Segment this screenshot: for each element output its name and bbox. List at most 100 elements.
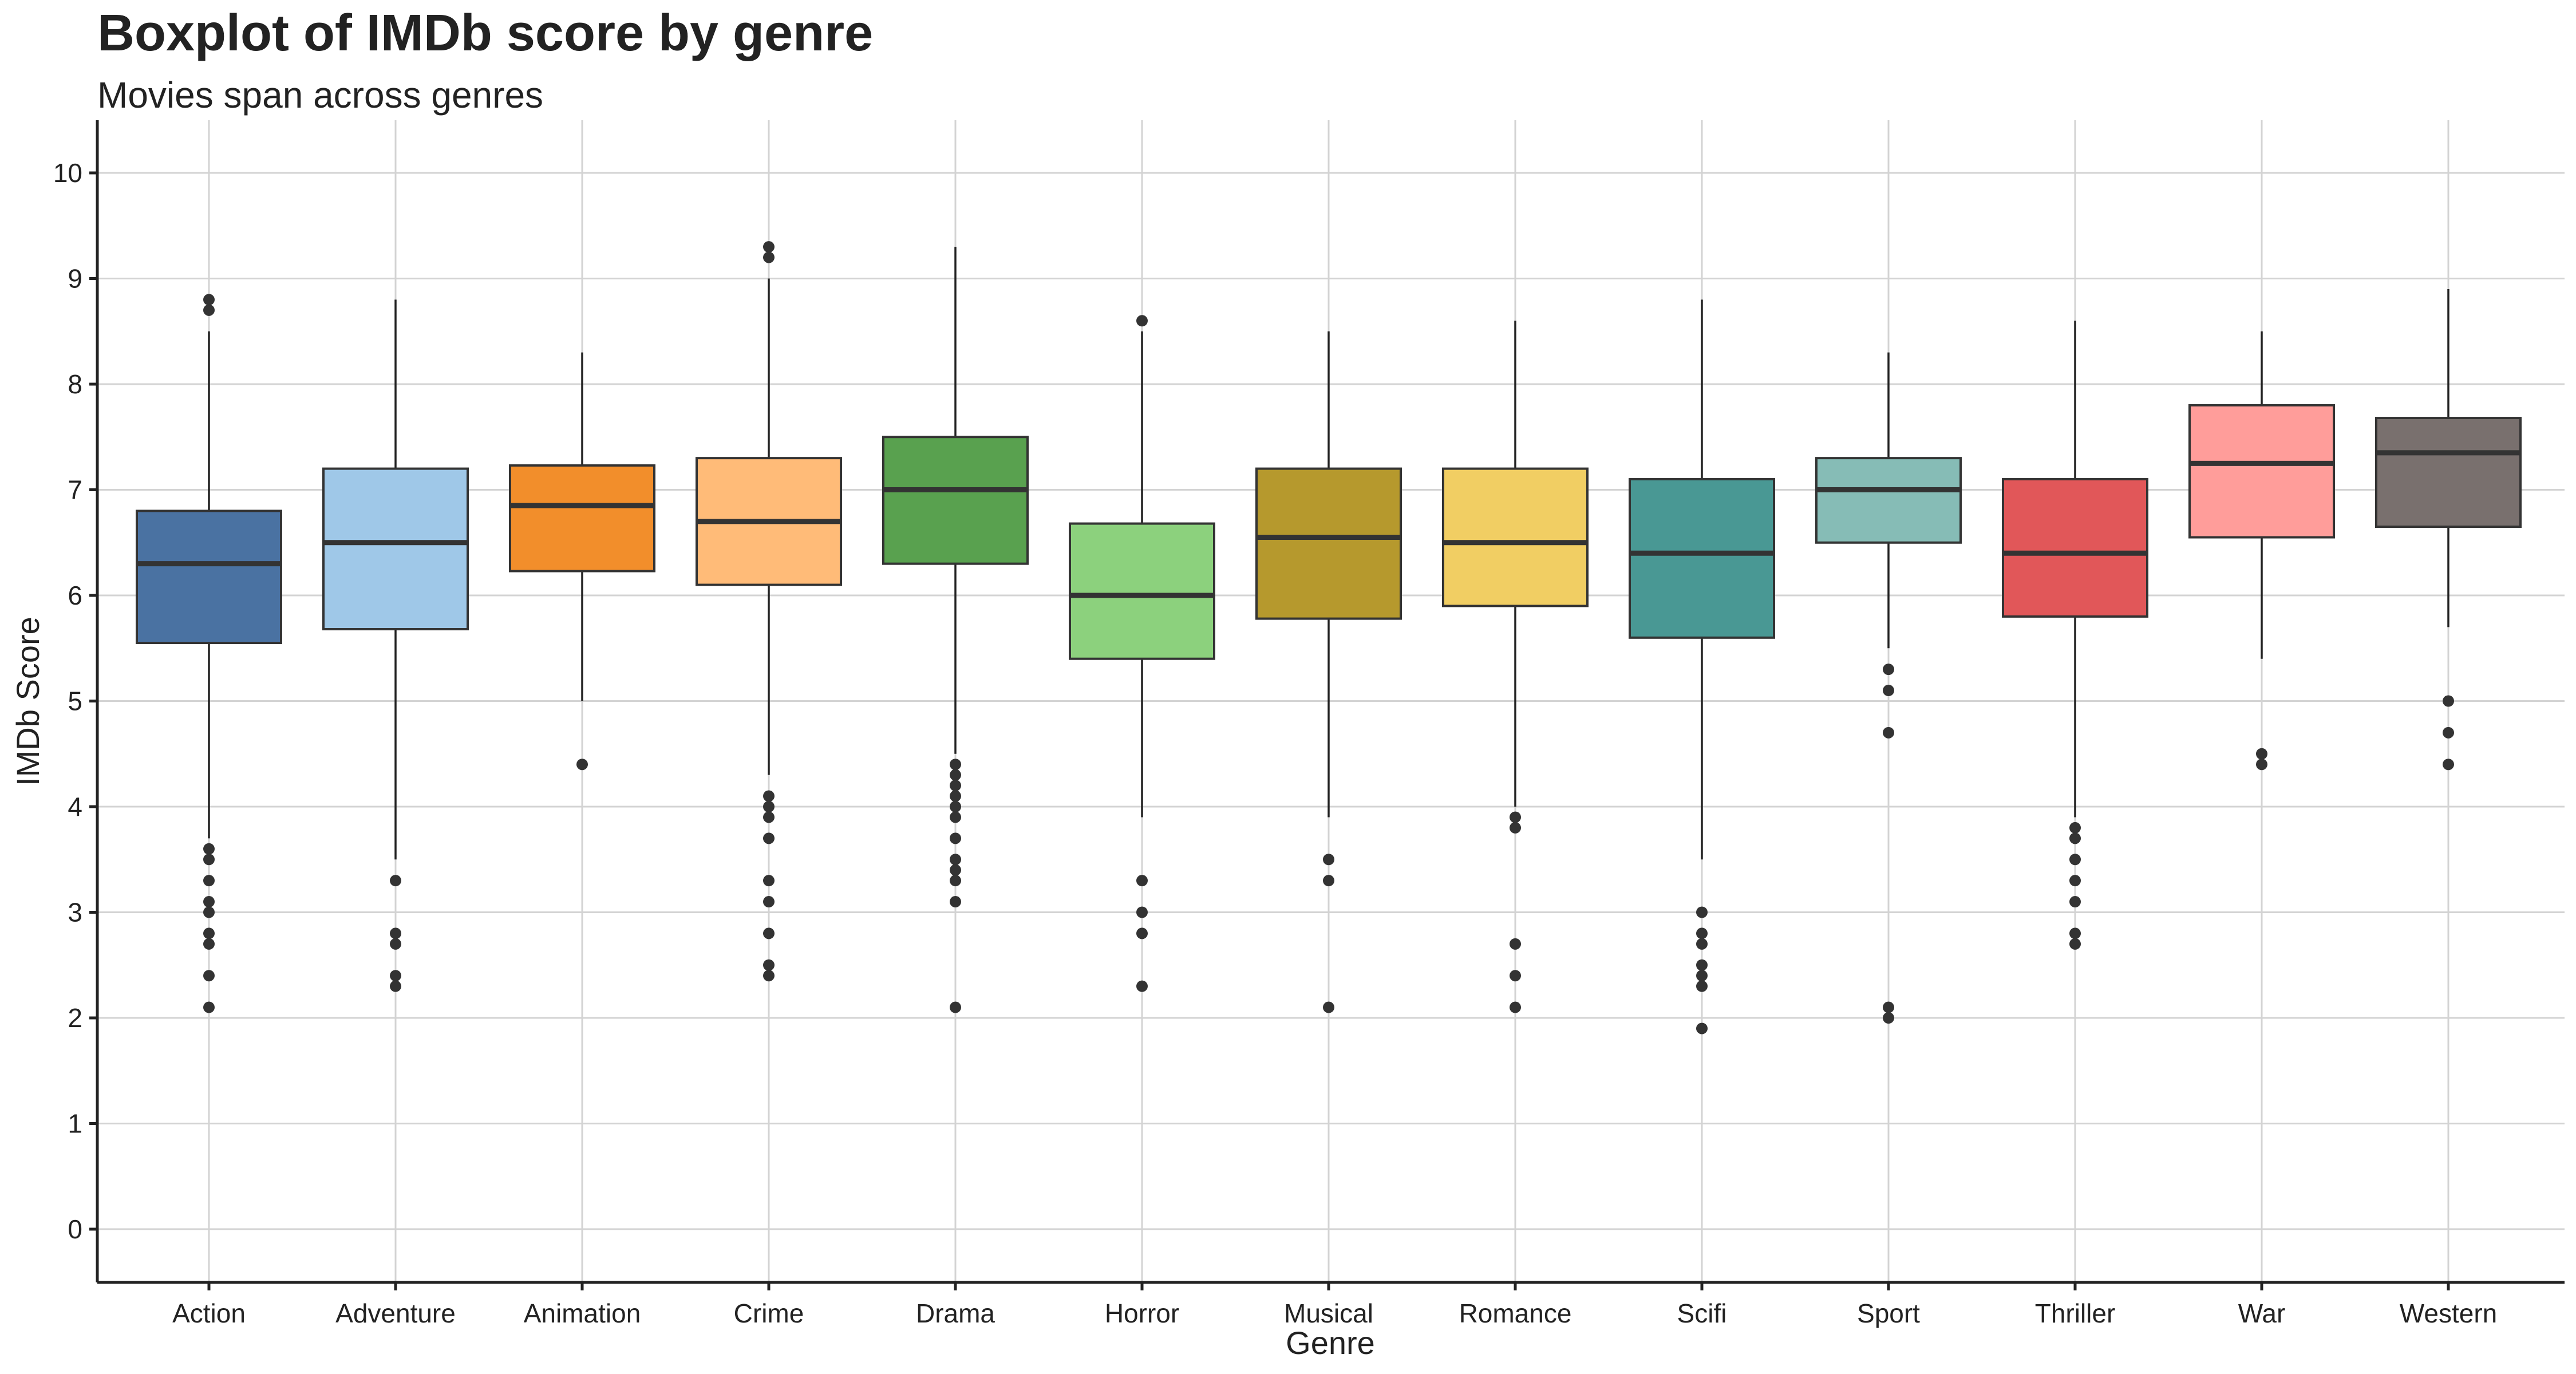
x-tick-label: Scifi	[1677, 1298, 1727, 1328]
iqr-box	[2375, 417, 2522, 528]
y-tick-label: 1	[68, 1109, 82, 1139]
outlier-point	[1696, 927, 1708, 939]
outlier-point	[950, 875, 961, 887]
box-western	[2375, 289, 2522, 771]
outlier-point	[2069, 938, 2081, 950]
x-tick-label: Thriller	[2035, 1298, 2116, 1328]
y-tick-label: 9	[68, 264, 82, 294]
y-tick-label: 0	[68, 1214, 82, 1244]
outlier-point	[203, 970, 215, 982]
outlier-point	[950, 1001, 961, 1013]
y-axis-label: IMDb Score	[10, 617, 46, 786]
outlier-point	[2256, 748, 2267, 760]
outlier-point	[203, 938, 215, 950]
y-tick-label: 6	[68, 581, 82, 610]
y-tick-label: 7	[68, 475, 82, 505]
outlier-point	[1696, 970, 1708, 982]
outlier-point	[1510, 811, 1521, 823]
outlier-point	[2069, 927, 2081, 939]
outlier-point	[1323, 854, 1334, 866]
outlier-point	[1883, 727, 1894, 739]
y-tick-label: 4	[68, 792, 82, 822]
box-romance	[1442, 321, 1589, 1013]
outlier-point	[1883, 1001, 1894, 1013]
outlier-point	[2069, 875, 2081, 887]
x-tick-label: Adventure	[335, 1298, 456, 1328]
outlier-point	[2443, 727, 2454, 739]
outlier-point	[763, 801, 775, 812]
outlier-point	[203, 906, 215, 918]
y-tick-label: 5	[68, 686, 82, 716]
iqr-box	[1629, 478, 1775, 639]
outlier-point	[1136, 875, 1148, 887]
iqr-box	[1069, 522, 1215, 660]
x-tick-label: Western	[2400, 1298, 2497, 1328]
y-tick-label: 3	[68, 898, 82, 927]
outlier-point	[950, 780, 961, 792]
outlier-point	[763, 832, 775, 844]
outlier-point	[950, 811, 961, 823]
box-war	[2188, 331, 2335, 771]
outlier-point	[763, 896, 775, 908]
gridlines	[97, 120, 2565, 1282]
x-axis-ticks: Action Adventure Animation Crime Drama Horror…	[172, 1282, 2497, 1328]
iqr-box	[1255, 467, 1402, 620]
chart-title: Boxplot of IMDb score by genre	[97, 5, 873, 62]
outlier-point	[763, 970, 775, 982]
outlier-point	[203, 1001, 215, 1013]
outlier-point	[2443, 695, 2454, 707]
outlier-point	[1136, 315, 1148, 327]
outlier-point	[203, 854, 215, 866]
outlier-point	[950, 896, 961, 908]
x-tick-label: Romance	[1459, 1298, 1572, 1328]
outlier-point	[1136, 927, 1148, 939]
outlier-point	[390, 938, 401, 950]
outlier-point	[950, 832, 961, 844]
box-animation	[509, 352, 655, 771]
outlier-point	[2069, 822, 2081, 834]
outlier-point	[950, 759, 961, 771]
outlier-point	[2256, 759, 2267, 771]
outlier-point	[203, 927, 215, 939]
outlier-point	[1510, 938, 1521, 950]
outlier-point	[390, 980, 401, 992]
outlier-point	[763, 959, 775, 971]
y-tick-label: 8	[68, 369, 82, 399]
outlier-point	[763, 811, 775, 823]
outlier-point	[1883, 685, 1894, 697]
y-axis-ticks: 0 1 2 3 4 5 6 7 8 9 10	[53, 158, 97, 1244]
chart-subtitle: Movies span across genres	[97, 74, 543, 116]
iqr-box	[882, 436, 1029, 565]
x-tick-label: Crime	[734, 1298, 804, 1328]
box-adventure	[322, 299, 469, 992]
box-sport	[1815, 352, 1962, 1024]
iqr-box	[1815, 457, 1962, 544]
iqr-box	[322, 467, 469, 631]
outlier-point	[2069, 896, 2081, 908]
x-tick-label: Animation	[524, 1298, 641, 1328]
outlier-point	[576, 759, 588, 771]
outlier-point	[763, 875, 775, 887]
outlier-point	[763, 790, 775, 802]
box-crime	[696, 241, 842, 982]
x-axis-label: Genre	[1286, 1325, 1375, 1361]
iqr-box	[509, 464, 655, 572]
outlier-point	[1696, 938, 1708, 950]
box-horror	[1069, 315, 1215, 992]
iqr-box	[2002, 478, 2148, 618]
outlier-point	[1510, 822, 1521, 834]
outlier-point	[1136, 906, 1148, 918]
outlier-point	[1323, 1001, 1334, 1013]
outlier-point	[1883, 1012, 1894, 1024]
x-tick-label: Drama	[916, 1298, 995, 1328]
outlier-point	[390, 927, 401, 939]
iqr-box	[136, 510, 282, 645]
y-tick-label: 10	[53, 158, 82, 188]
outlier-point	[1696, 906, 1708, 918]
outlier-point	[2443, 759, 2454, 771]
outlier-point	[390, 875, 401, 887]
x-tick-label: War	[2238, 1298, 2286, 1328]
outlier-point	[2069, 854, 2081, 866]
outlier-point	[2069, 832, 2081, 844]
